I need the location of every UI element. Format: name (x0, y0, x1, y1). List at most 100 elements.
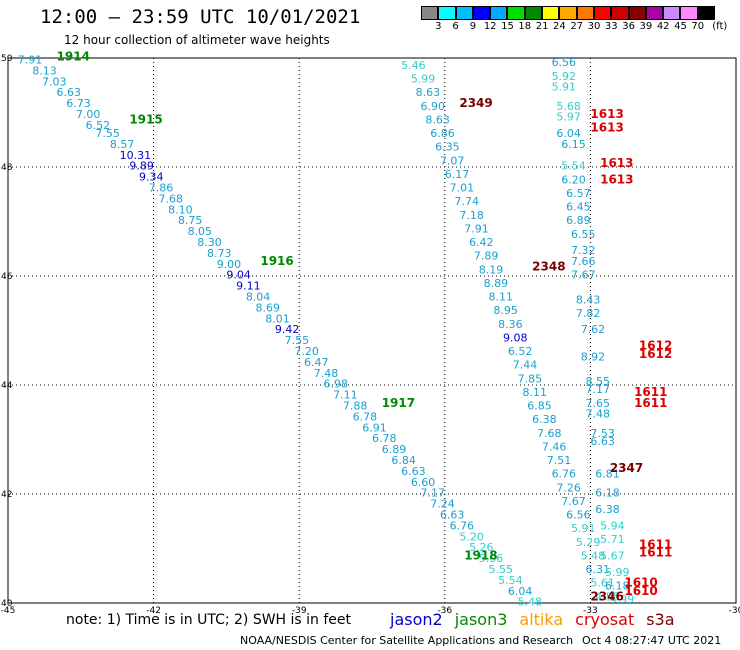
wave-height-value: 6.18 (595, 487, 620, 500)
y-tick-label: 40 (1, 599, 13, 609)
wave-height-value: 7.67 (561, 495, 586, 508)
wave-height-value: 7.53 (590, 427, 615, 440)
wave-height-value: 7.55 (285, 334, 310, 347)
wave-height-value: 6.63 (590, 435, 615, 448)
legend-label: 39 (639, 21, 653, 32)
wave-height-value: 7.01 (450, 182, 475, 195)
color-legend: 3 6 9 12 15 18 21 24 27 30 33 36 39 42 45 70 (ft) (421, 6, 727, 34)
satellite-jason2: jason2 (390, 610, 443, 629)
wave-height-value: 7.74 (455, 195, 480, 208)
wave-height-value: 5.29 (576, 536, 601, 549)
wave-height-value: 6.90 (421, 100, 446, 113)
wave-height-value: 6.52 (508, 345, 532, 358)
wave-height-value: 8.92 (581, 350, 606, 363)
wave-height-value: 6.89 (566, 214, 591, 227)
legend-label: 6 (452, 21, 459, 32)
legend-label: 33 (604, 21, 618, 32)
legend-label: 70 (691, 21, 705, 32)
wave-height-value: 5.99 (605, 566, 630, 579)
legend-swatch (542, 6, 560, 20)
wave-height-value: 8.55 (586, 375, 611, 388)
legend-swatch (438, 6, 456, 20)
y-tick-label: 44 (1, 381, 13, 391)
wave-height-value: 7.82 (576, 307, 601, 320)
wave-height-value: 8.89 (484, 277, 509, 290)
wave-height-value: 6.38 (595, 503, 620, 516)
y-tick-label: 48 (1, 163, 13, 173)
wave-height-value: 7.24 (430, 498, 455, 511)
wave-height-value: 8.69 (256, 301, 281, 314)
satellite-altika: altika (519, 610, 564, 629)
wave-height-value: 7.03 (42, 75, 66, 88)
wave-height-value: 9.89 (129, 160, 154, 173)
wave-height-value: 6.89 (382, 443, 407, 456)
wave-height-value: 7.85 (518, 372, 543, 385)
wave-height-value: 5.99 (411, 73, 436, 86)
legend-swatch (507, 6, 525, 20)
wave-height-value: 6.60 (411, 476, 436, 489)
credit-text: NOAA/NESDIS Center for Satellite Applica… (240, 634, 574, 647)
pass-time-tag: 2346 (590, 589, 623, 603)
y-tick-label: 46 (1, 272, 13, 282)
wave-height-value: 8.01 (265, 312, 290, 325)
pass-time-tag: 1611 (634, 396, 667, 410)
wave-height-value: 5.46 (401, 59, 426, 72)
wave-height-value: 7.44 (513, 359, 538, 372)
wave-height-value: 5.06 (479, 552, 504, 565)
pass-time-tag: 1918 (464, 548, 497, 562)
legend-labels: 3 6 9 12 15 18 21 24 27 30 33 36 39 42 45 70 (ft) (421, 20, 727, 34)
wave-height-value: 6.84 (391, 454, 416, 467)
wave-height-value: 6.63 (401, 465, 426, 478)
wave-height-value: 7.55 (95, 127, 120, 140)
wave-height-value: 7.20 (294, 345, 319, 358)
wave-height-value: 7.51 (547, 454, 572, 467)
wave-height-value: 5.48 (518, 596, 543, 609)
wave-height-value: 5.54 (498, 574, 522, 587)
pass-time-tag: 1916 (260, 254, 293, 268)
wave-height-value: 8.05 (188, 225, 213, 238)
wave-height-value: 6.86 (430, 127, 455, 140)
wave-height-value: 8.95 (493, 304, 518, 317)
pass-time-tag: 1613 (600, 172, 633, 186)
x-tick-label: -30 (729, 606, 740, 616)
wave-height-value: 6.85 (527, 400, 552, 413)
wave-height-value: 5.91 (571, 522, 596, 535)
legend-label: 21 (535, 21, 549, 32)
wave-height-value: 7.66 (571, 255, 596, 268)
wave-height-value: 7.68 (158, 192, 183, 205)
pass-time-tag: 1610 (624, 584, 657, 598)
wave-height-value: 8.43 (576, 293, 601, 306)
wave-height-value: 6.20 (561, 173, 586, 186)
wave-height-value: 7.88 (343, 400, 368, 413)
wave-height-value: 7.07 (440, 154, 465, 167)
wave-height-value: 6.63 (57, 86, 82, 99)
wave-height-value: 7.48 (586, 408, 611, 421)
wave-height-value: 6.15 (561, 138, 586, 151)
legend-swatch (490, 6, 508, 20)
footer-note: note: 1) Time is in UTC; 2) SWH is in fe… (66, 612, 352, 628)
wave-height-value: 9.08 (503, 331, 528, 344)
wave-height-value: 8.11 (522, 386, 547, 399)
wave-height-value: 6.98 (323, 378, 348, 391)
wave-height-value: 7.89 (474, 250, 499, 263)
wave-height-value: 8.57 (110, 138, 135, 151)
wave-height-value: 8.11 (488, 291, 512, 304)
wave-height-value: 8.36 (498, 318, 522, 331)
pass-time-tag: 2349 (459, 96, 492, 110)
wave-height-value: 5.94 (600, 519, 625, 532)
wave-height-value: 4.55 (595, 590, 620, 603)
wave-height-value: 6.17 (445, 168, 470, 181)
wave-height-value: 7.68 (537, 427, 562, 440)
y-tick-label: 42 (1, 490, 12, 500)
wave-height-value: 8.04 (246, 291, 271, 304)
wave-height-value: 7.32 (571, 244, 596, 257)
legend-label: 36 (622, 21, 635, 32)
wave-height-value: 8.13 (32, 64, 57, 77)
wave-height-value: 6.78 (372, 432, 397, 445)
wave-height-value: 7.17 (586, 383, 611, 396)
pass-time-tag: 1612 (639, 339, 672, 353)
wave-height-value: 7.91 (464, 222, 489, 235)
legend-label: 45 (674, 21, 687, 32)
x-tick-label: -42 (146, 606, 161, 616)
